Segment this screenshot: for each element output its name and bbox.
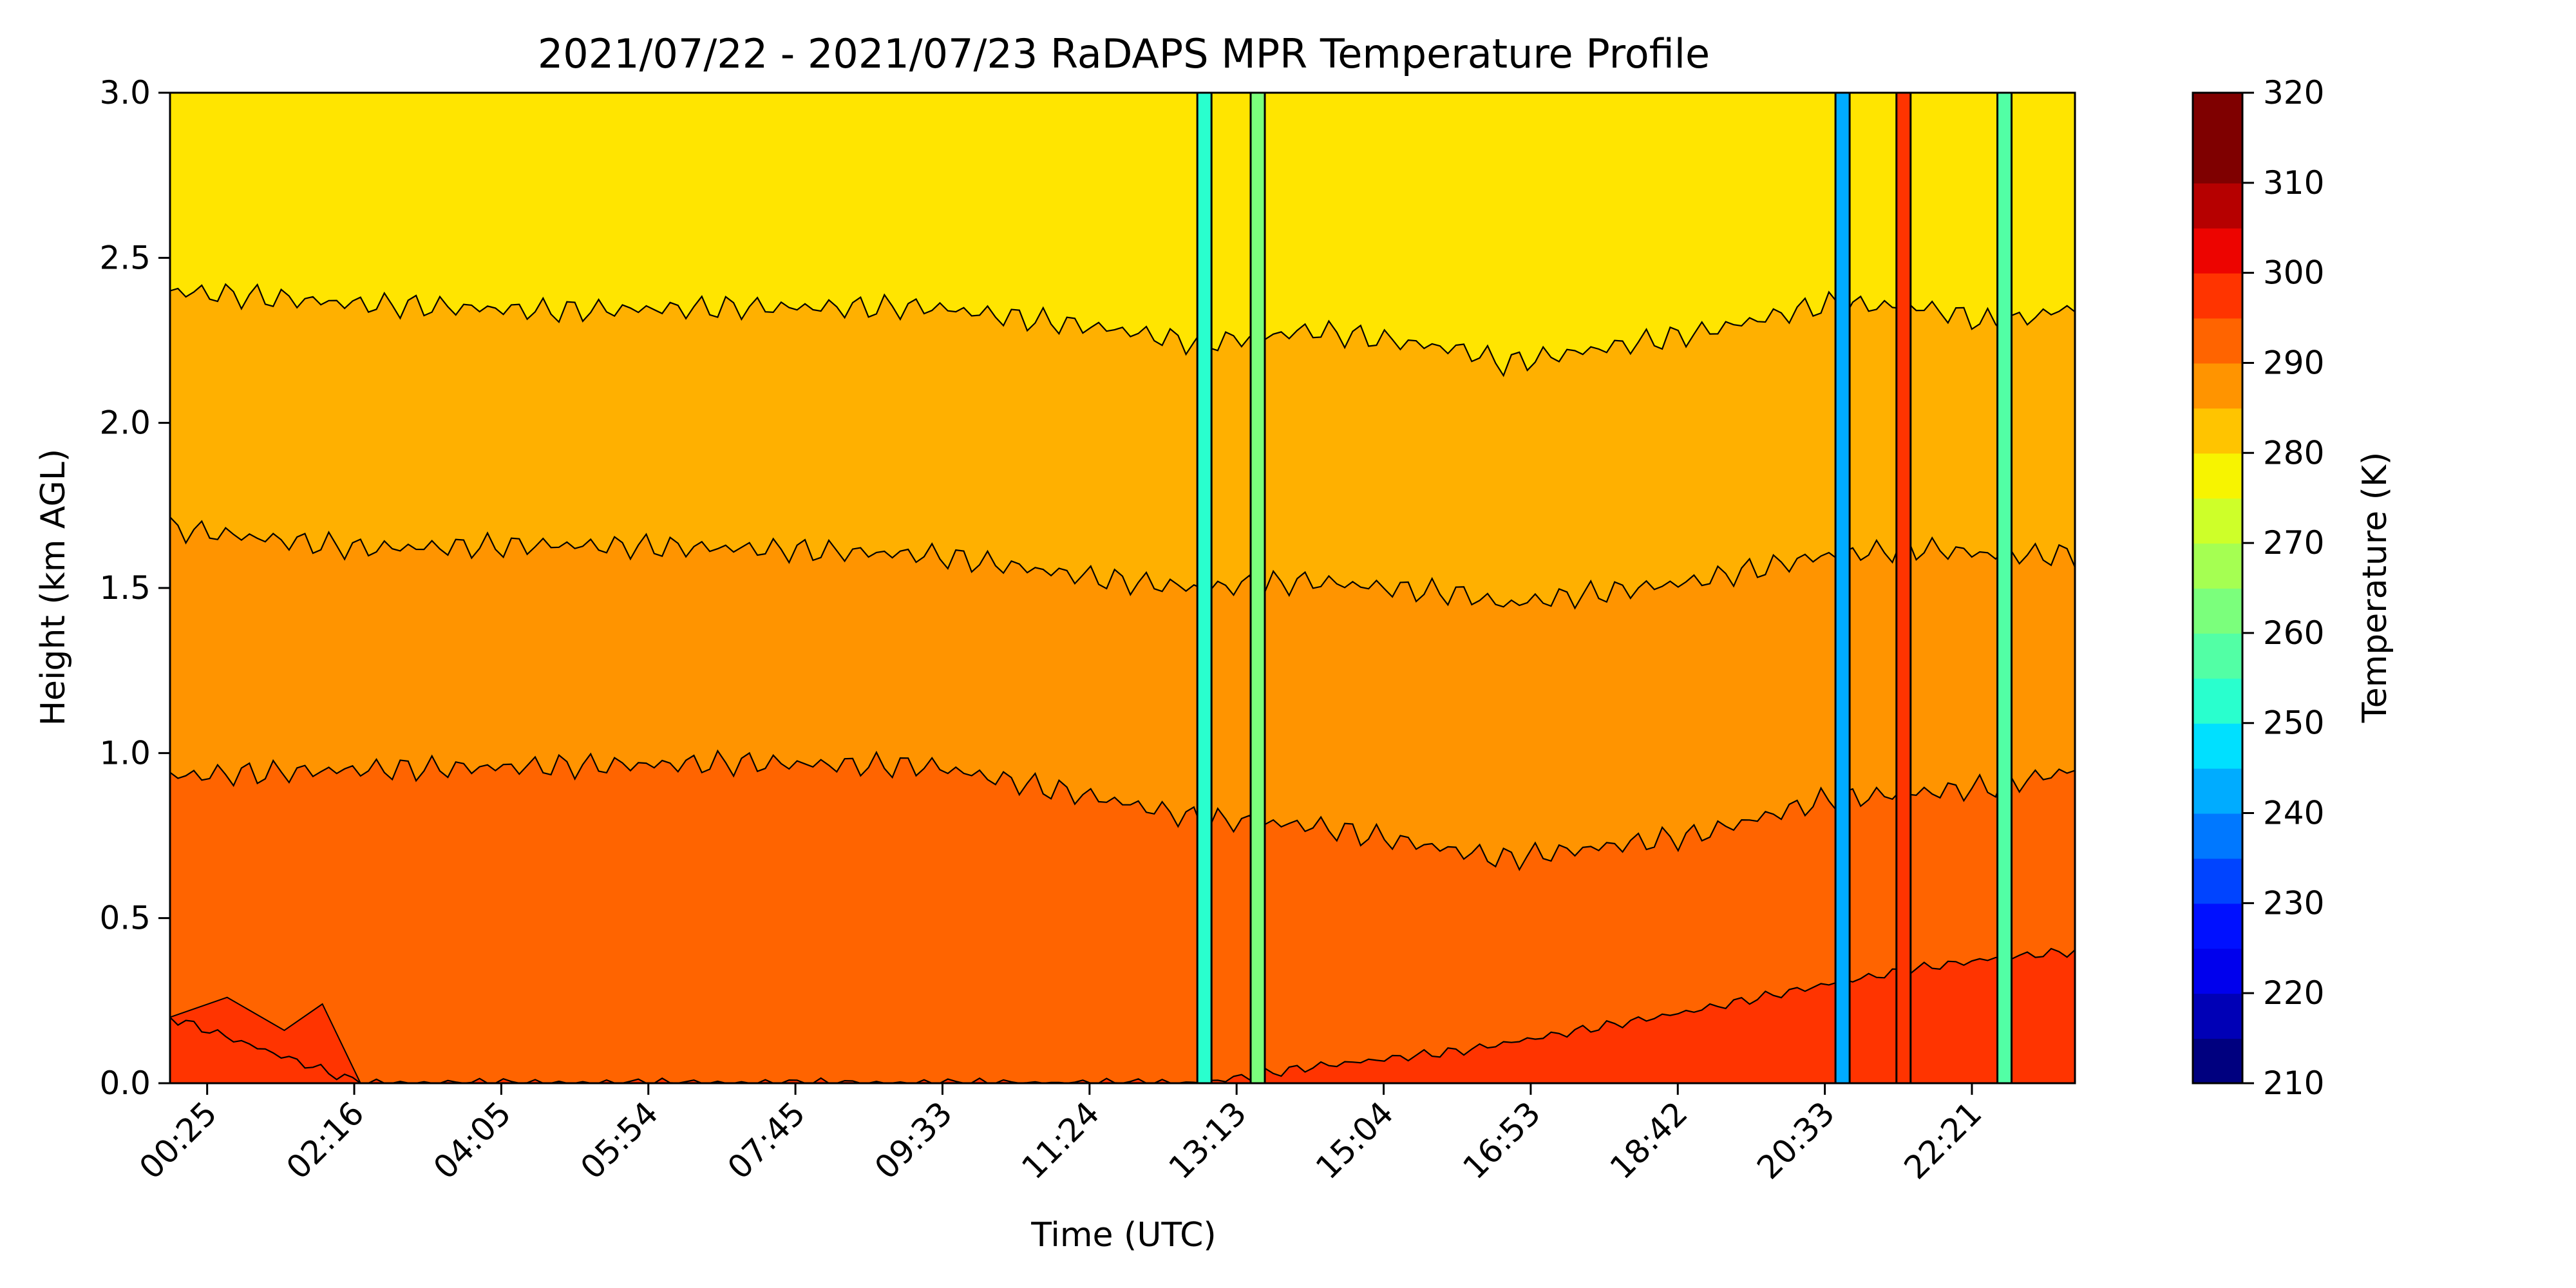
plot-content <box>170 93 2075 1083</box>
colorbar-segment <box>2193 858 2242 904</box>
x-axis-label: Time (UTC) <box>1030 1216 1216 1255</box>
y-tick-label: 0.0 <box>99 1065 151 1102</box>
y-tick-label: 3.0 <box>99 74 151 111</box>
colorbar-segment <box>2193 543 2242 589</box>
colorbar-segment <box>2193 768 2242 814</box>
colorbar-segment <box>2193 137 2242 184</box>
colorbar-tick-label: 230 <box>2263 884 2324 922</box>
y-axis-label: Height (km AGL) <box>34 449 73 726</box>
colorbar-segment <box>2193 363 2242 409</box>
x-tick-label: 16:53 <box>1455 1094 1548 1186</box>
colorbar-segment <box>2193 408 2242 454</box>
colorbar-segment <box>2193 182 2242 229</box>
x-tick-label: 20:33 <box>1750 1094 1842 1186</box>
x-tick-label: 09:33 <box>867 1094 960 1186</box>
x-tick-label: 07:45 <box>721 1094 813 1186</box>
x-tick-label: 05:54 <box>573 1094 665 1186</box>
colorbar-tick-label: 280 <box>2263 434 2324 471</box>
colorbar-segment <box>2193 1038 2242 1084</box>
colorbar-segment <box>2193 453 2242 499</box>
colorbar-tick-label: 220 <box>2263 974 2324 1012</box>
isotherm-line <box>170 283 2075 377</box>
colorbar: 210 220 230 240 250 260 270 280 290 300 310 320 <box>2192 74 2324 1102</box>
colorbar-label: Temperature (K) <box>2356 452 2394 724</box>
cold-spike <box>1249 93 1266 1083</box>
colorbar-segment <box>2193 903 2242 949</box>
x-tick-label: 15:04 <box>1309 1094 1401 1186</box>
colorbar-tick-label: 240 <box>2263 795 2324 832</box>
colorbar-segment <box>2193 317 2242 364</box>
y-tick-label: 2.0 <box>99 404 151 442</box>
cold-spike <box>1996 93 2013 1083</box>
y-tick-label: 1.5 <box>99 569 151 607</box>
y-tick-label: 1.0 <box>99 734 151 772</box>
isotherm-line <box>170 749 2075 871</box>
colorbar-segment <box>2193 632 2242 679</box>
colorbar-segment <box>2193 723 2242 769</box>
x-axis: 00:25 02:16 04:05 05:54 07:45 09:33 11:24 13:13… <box>132 1083 1989 1186</box>
x-tick-label: 02:16 <box>279 1094 372 1186</box>
band-295-300 <box>170 750 2075 1083</box>
surface-warm-pocket <box>170 996 361 1083</box>
colorbar-segment <box>2193 227 2242 274</box>
x-tick-label: 18:42 <box>1603 1094 1695 1186</box>
x-tick-label: 00:25 <box>132 1094 224 1186</box>
x-tick-label: 11:24 <box>1014 1094 1106 1186</box>
y-axis: 0.0 0.5 1.0 1.5 2.0 2.5 3.0 <box>99 74 170 1102</box>
colorbar-segment <box>2193 93 2242 138</box>
colorbar-tick-label: 320 <box>2263 74 2324 111</box>
colorbar-segment <box>2193 498 2242 544</box>
colorbar-tick-label: 310 <box>2263 164 2324 202</box>
cold-spike <box>1895 93 1912 1083</box>
colorbar-tick-label: 270 <box>2263 524 2324 562</box>
chart-title: 2021/07/22 - 2021/07/23 RaDAPS MPR Tempe… <box>538 30 1710 77</box>
colorbar-segment <box>2193 588 2242 634</box>
plot-area <box>169 91 2076 1084</box>
colorbar-segment <box>2193 948 2242 994</box>
colorbar-segment <box>2193 993 2242 1039</box>
isotherm-line <box>170 947 2075 1083</box>
colorbar-tick-label: 300 <box>2263 254 2324 292</box>
colorbar-tick-label: 210 <box>2263 1065 2324 1102</box>
x-tick-label: 04:05 <box>426 1094 518 1186</box>
colorbar-tick-label: 250 <box>2263 705 2324 742</box>
colorbar-tick-label: 260 <box>2263 614 2324 652</box>
band-300-305 <box>170 949 2075 1083</box>
cold-spike <box>1834 93 1851 1083</box>
isotherm-line <box>170 516 2075 610</box>
colorbar-tick-label: 290 <box>2263 344 2324 381</box>
y-tick-label: 0.5 <box>99 900 151 937</box>
x-tick-label: 13:13 <box>1162 1094 1254 1186</box>
colorbar-segment <box>2193 272 2242 319</box>
colorbar-segment <box>2193 677 2242 724</box>
colorbar-border <box>2192 91 2244 1084</box>
x-tick-label: 22:21 <box>1897 1094 1989 1186</box>
y-tick-label: 2.5 <box>99 239 151 276</box>
colorbar-segment <box>2193 813 2242 859</box>
cold-spike <box>1196 93 1213 1083</box>
